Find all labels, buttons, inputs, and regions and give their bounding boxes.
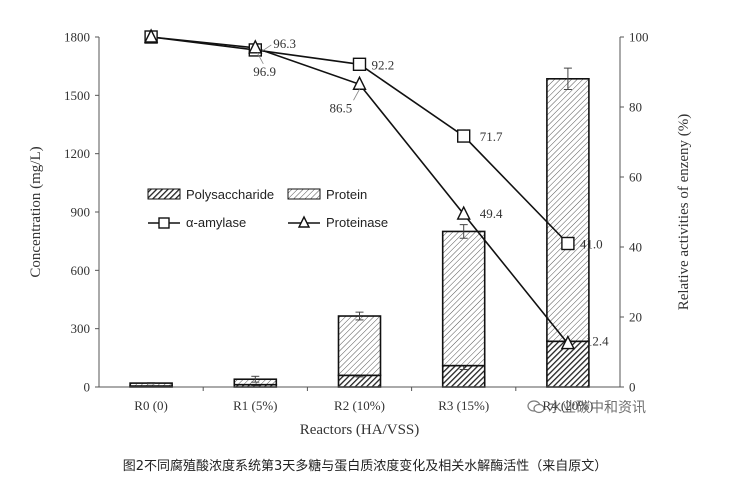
bar-protein-3 (441, 230, 486, 367)
label-amylase-1: 96.3 (273, 36, 296, 51)
legend-label-polysaccharide: Polysaccharide (186, 187, 274, 202)
y-tick-label-600: 600 (71, 263, 91, 278)
label-proteinase-2: 86.5 (330, 100, 353, 115)
y2-tick-label-100: 100 (629, 30, 649, 45)
x-tick-label-1: R1 (5%) (233, 398, 277, 413)
figure-caption: 图2不同腐殖酸浓度系统第3天多糖与蛋白质浓度变化及相关水解酶活性（来自原文） (122, 459, 608, 474)
point-amylase-4 (561, 236, 575, 251)
legend-swatch-polysaccharide (147, 188, 181, 200)
bar-protein-4 (546, 78, 590, 343)
bar-layer (129, 67, 590, 388)
x-tick-label-3: R3 (15%) (438, 398, 489, 413)
line-layer (143, 28, 576, 350)
y-tick-label-1800: 1800 (64, 30, 90, 45)
x-tick-label-0: R0 (0) (134, 398, 168, 413)
x-tick-label-2: R2 (10%) (334, 398, 385, 413)
watermark-text: 水业碳中和资讯 (548, 400, 646, 416)
leader-amylase-1 (262, 44, 272, 52)
wechat-icon (527, 400, 545, 414)
y-tick-label-1500: 1500 (64, 88, 90, 103)
leader-proteinase-2 (353, 89, 360, 101)
point-proteinase-3 (456, 205, 471, 220)
y2-axis-label: Relative activities of enzeny (%) (676, 114, 692, 311)
y2-tick-label-20: 20 (629, 310, 642, 325)
label-amylase-3: 71.7 (480, 129, 503, 144)
legend-swatch-protein (287, 188, 321, 200)
point-proteinase-0 (143, 28, 159, 43)
point-proteinase-4 (560, 335, 576, 350)
y-tick-label-900: 900 (71, 205, 91, 220)
y2-tick-label-60: 60 (629, 170, 642, 185)
watermark: 水业碳中和资讯 (527, 397, 646, 417)
legend-label-amylase: α-amylase (186, 215, 246, 230)
bar-protein-2 (337, 315, 382, 377)
label-proteinase-3: 49.4 (480, 206, 503, 221)
data-label-layer: 96.3 92.2 71.7 41.0 96.9 86.5 49.4 12.4 (253, 36, 609, 349)
point-amylase-3 (457, 129, 471, 143)
legend-label-protein: Protein (326, 187, 367, 202)
y-tick-label-1200: 1200 (64, 146, 90, 161)
label-proteinase-1: 96.9 (253, 64, 276, 79)
label-amylase-2: 92.2 (372, 57, 395, 72)
x-axis-label: Reactors (HA/VSS) (300, 422, 420, 438)
axes: 0 300 600 900 1200 1500 1800 0 20 40 60 80 100 R0 (0)… (28, 30, 692, 439)
legend-marker-proteinase (297, 215, 311, 228)
label-amylase-4: 41.0 (580, 237, 603, 252)
y2-tick-label-0: 0 (629, 380, 636, 395)
leader-proteinase-1 (256, 52, 264, 65)
y2-tick-label-40: 40 (629, 240, 642, 255)
y-tick-label-300: 300 (71, 321, 91, 336)
x-tick-label-4: R4 (20%) (542, 398, 593, 413)
label-proteinase-4: 12.4 (586, 334, 609, 349)
legend-label-proteinase: Proteinase (326, 215, 388, 230)
legend: Polysaccharide Protein α-amylase Proteinase (147, 187, 388, 230)
y-tick-label-0: 0 (84, 380, 91, 395)
legend-marker-amylase (158, 217, 170, 229)
y2-tick-label-80: 80 (629, 100, 642, 115)
y-axis-label: Concentration (mg/L) (28, 146, 44, 277)
point-proteinase-1 (248, 39, 263, 54)
point-amylase-2 (352, 57, 367, 71)
